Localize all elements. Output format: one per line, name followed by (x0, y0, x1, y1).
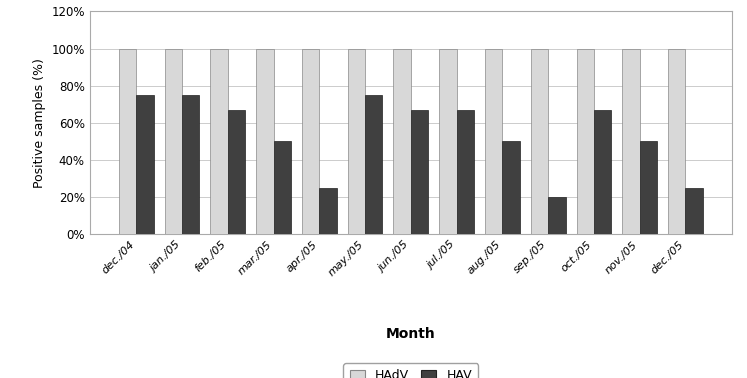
Bar (182, 95, 199, 234)
Bar (256, 48, 273, 234)
Bar (439, 48, 456, 234)
Bar (273, 141, 291, 234)
Bar (319, 188, 337, 234)
Bar (577, 48, 594, 234)
Bar (302, 48, 319, 234)
Bar (411, 110, 428, 234)
Bar (456, 110, 474, 234)
Bar (594, 110, 611, 234)
Bar (531, 48, 548, 234)
Bar (503, 141, 520, 234)
Bar (365, 95, 382, 234)
Y-axis label: Positive samples (%): Positive samples (%) (33, 58, 46, 188)
Bar (347, 48, 365, 234)
Bar (136, 95, 154, 234)
Bar (211, 48, 228, 234)
Bar (228, 110, 245, 234)
Bar (119, 48, 136, 234)
Bar (668, 48, 686, 234)
Bar (622, 48, 639, 234)
Bar (548, 197, 565, 234)
Bar (485, 48, 503, 234)
Bar (164, 48, 182, 234)
Bar (394, 48, 411, 234)
Legend: HAdV, HAV: HAdV, HAV (344, 363, 478, 378)
Bar (686, 188, 703, 234)
Bar (639, 141, 657, 234)
X-axis label: Month: Month (386, 327, 436, 341)
